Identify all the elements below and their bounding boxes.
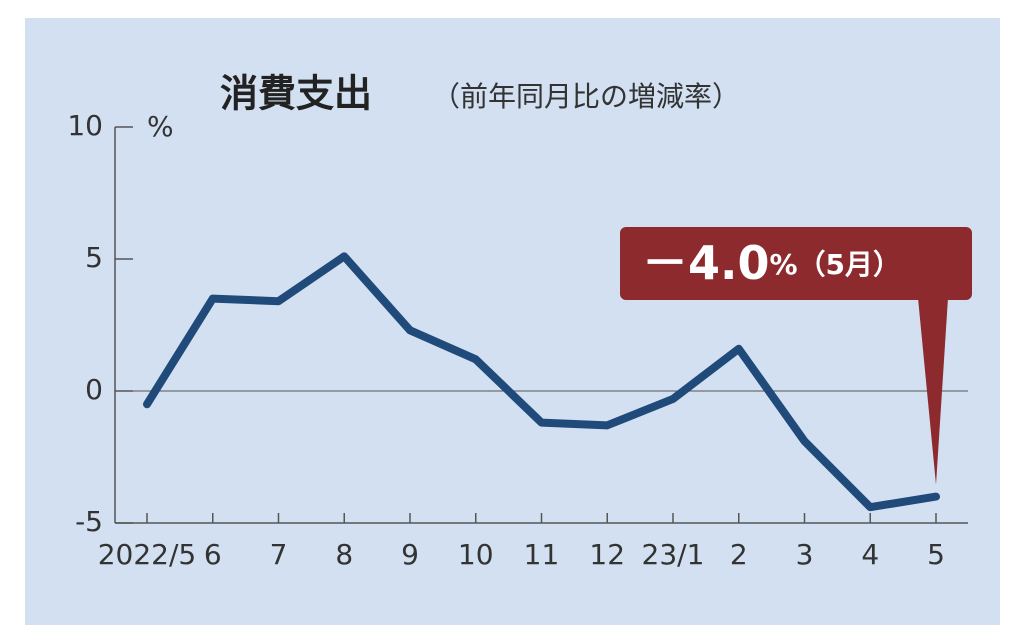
- x-tick-label: 8: [335, 538, 353, 571]
- x-tick-label: 2: [730, 538, 748, 571]
- chart-title: 消費支出: [220, 72, 372, 116]
- x-tick-label: 10: [458, 538, 494, 571]
- x-tick-label: 11: [524, 538, 560, 571]
- x-tick-label: 12: [589, 538, 625, 571]
- x-tick-label: 3: [796, 538, 814, 571]
- x-tick-label: 7: [270, 538, 288, 571]
- data-line: [143, 252, 940, 512]
- x-tick-label: 2022/5: [98, 538, 197, 571]
- x-tick-label: 9: [401, 538, 419, 571]
- y-unit: %: [147, 110, 174, 143]
- panel: [25, 18, 1000, 625]
- callout-note: %（5月）: [770, 248, 902, 281]
- x-tick-label: 23/1: [642, 538, 705, 571]
- x-tick-label: 5: [927, 538, 945, 571]
- callout-value: －4.0: [642, 236, 770, 290]
- x-tick-label: 4: [861, 538, 879, 571]
- callout-text: －4.0%（5月）: [642, 236, 901, 290]
- callout-pointer: [918, 298, 948, 485]
- callout-box: [620, 227, 972, 300]
- y-tick-label: -5: [75, 505, 103, 538]
- y-tick-label: 10: [67, 109, 103, 142]
- chart-subtitle: （前年同月比の増減率）: [432, 80, 740, 113]
- x-tick-label: 6: [204, 538, 222, 571]
- y-tick-label: 0: [85, 373, 103, 406]
- y-tick-label: 5: [85, 241, 103, 274]
